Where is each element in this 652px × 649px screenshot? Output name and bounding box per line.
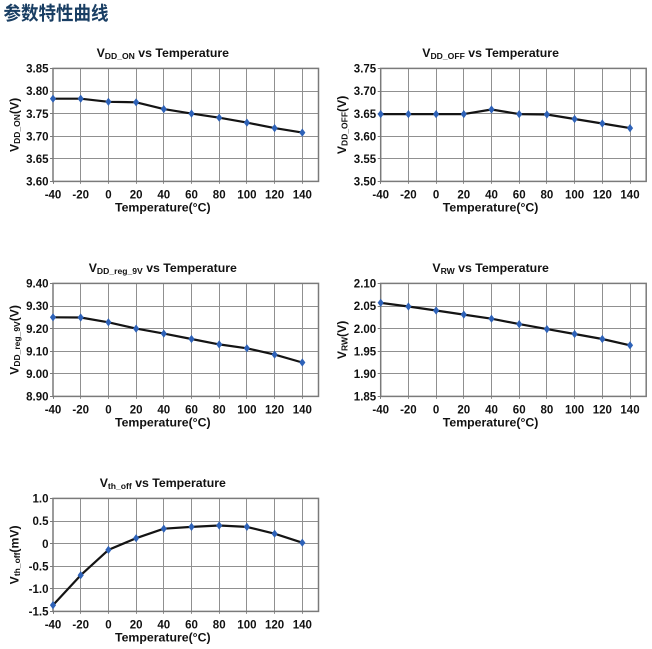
- svg-text:100: 100: [565, 190, 584, 202]
- svg-text:-40: -40: [372, 190, 389, 202]
- svg-text:0.5: 0.5: [33, 516, 50, 528]
- svg-text:-20: -20: [400, 405, 417, 417]
- svg-text:-0.5: -0.5: [29, 561, 49, 573]
- svg-text:-40: -40: [372, 405, 389, 417]
- svg-text:9.40: 9.40: [26, 279, 48, 291]
- svg-text:1.0: 1.0: [33, 494, 49, 506]
- svg-text:Temperature(°C): Temperature(°C): [443, 200, 539, 214]
- svg-text:-1.5: -1.5: [29, 607, 49, 619]
- svg-text:-20: -20: [72, 405, 89, 417]
- svg-text:100: 100: [237, 620, 256, 632]
- svg-text:3.65: 3.65: [354, 109, 377, 121]
- svg-text:80: 80: [213, 405, 226, 417]
- svg-text:40: 40: [485, 190, 498, 202]
- svg-text:0: 0: [42, 539, 48, 551]
- svg-text:Temperature(°C): Temperature(°C): [443, 415, 539, 429]
- svg-text:Vth_off(mV): Vth_off(mV): [8, 525, 23, 584]
- svg-text:140: 140: [293, 620, 312, 632]
- svg-text:VRW vs Temperature: VRW vs Temperature: [432, 261, 549, 276]
- svg-text:80: 80: [213, 620, 226, 632]
- svg-text:80: 80: [541, 405, 554, 417]
- svg-text:40: 40: [157, 190, 170, 202]
- svg-text:VDD_ON(V): VDD_ON(V): [8, 98, 23, 152]
- svg-text:100: 100: [237, 405, 256, 417]
- svg-text:9.20: 9.20: [26, 324, 48, 336]
- svg-text:1.85: 1.85: [354, 392, 377, 404]
- svg-text:0: 0: [433, 405, 439, 417]
- svg-text:100: 100: [565, 405, 584, 417]
- svg-text:9.00: 9.00: [26, 369, 48, 381]
- svg-text:0: 0: [433, 190, 439, 202]
- svg-text:140: 140: [620, 190, 639, 202]
- svg-text:2.05: 2.05: [354, 301, 377, 313]
- svg-text:3.60: 3.60: [26, 177, 48, 189]
- svg-text:3.80: 3.80: [26, 86, 48, 98]
- svg-text:20: 20: [130, 405, 143, 417]
- svg-text:120: 120: [265, 620, 284, 632]
- svg-text:100: 100: [237, 190, 256, 202]
- svg-text:9.10: 9.10: [26, 346, 48, 358]
- svg-text:-40: -40: [45, 405, 62, 417]
- svg-text:120: 120: [593, 405, 612, 417]
- svg-text:3.75: 3.75: [354, 64, 377, 76]
- svg-text:VDD_reg_9V vs Temperature: VDD_reg_9V vs Temperature: [89, 261, 237, 276]
- svg-text:Temperature(°C): Temperature(°C): [115, 630, 211, 644]
- svg-text:0: 0: [105, 620, 111, 632]
- svg-text:60: 60: [185, 405, 198, 417]
- svg-text:120: 120: [265, 190, 284, 202]
- svg-text:80: 80: [541, 190, 554, 202]
- svg-text:VDD_ON vs Temperature: VDD_ON vs Temperature: [97, 46, 230, 61]
- svg-text:VDD_reg_9V(V): VDD_reg_9V(V): [8, 305, 23, 375]
- svg-text:-20: -20: [72, 190, 89, 202]
- svg-text:-40: -40: [45, 190, 62, 202]
- svg-text:3.60: 3.60: [354, 131, 376, 143]
- svg-text:-20: -20: [72, 620, 89, 632]
- svg-text:80: 80: [213, 190, 226, 202]
- svg-text:60: 60: [513, 190, 526, 202]
- svg-text:140: 140: [293, 405, 312, 417]
- svg-text:8.90: 8.90: [26, 392, 48, 404]
- svg-text:Temperature(°C): Temperature(°C): [115, 200, 211, 214]
- svg-text:1.95: 1.95: [354, 346, 377, 358]
- svg-text:120: 120: [593, 190, 612, 202]
- svg-text:3.55: 3.55: [354, 154, 377, 166]
- svg-text:40: 40: [157, 620, 170, 632]
- svg-text:60: 60: [513, 405, 526, 417]
- svg-text:20: 20: [457, 405, 470, 417]
- svg-text:20: 20: [130, 620, 143, 632]
- svg-text:3.70: 3.70: [354, 86, 376, 98]
- svg-text:60: 60: [185, 620, 198, 632]
- svg-text:1.90: 1.90: [354, 369, 376, 381]
- svg-text:0: 0: [105, 190, 111, 202]
- svg-text:-1.0: -1.0: [29, 584, 49, 596]
- svg-text:Temperature(°C): Temperature(°C): [115, 415, 211, 429]
- svg-text:VDD_OFF(V): VDD_OFF(V): [335, 96, 350, 154]
- svg-text:2.00: 2.00: [354, 324, 376, 336]
- svg-text:3.85: 3.85: [26, 64, 49, 76]
- svg-text:3.75: 3.75: [26, 109, 49, 121]
- svg-text:3.65: 3.65: [26, 154, 49, 166]
- svg-text:60: 60: [185, 190, 198, 202]
- svg-text:-20: -20: [400, 190, 417, 202]
- svg-text:Vth_off vs Temperature: Vth_off vs Temperature: [100, 476, 226, 491]
- svg-text:40: 40: [157, 405, 170, 417]
- svg-text:20: 20: [457, 190, 470, 202]
- svg-text:2.10: 2.10: [354, 279, 376, 291]
- svg-text:-40: -40: [45, 620, 62, 632]
- svg-text:40: 40: [485, 405, 498, 417]
- svg-text:0: 0: [105, 405, 111, 417]
- svg-text:9.30: 9.30: [26, 301, 48, 313]
- svg-text:140: 140: [620, 405, 639, 417]
- svg-text:3.50: 3.50: [354, 177, 376, 189]
- svg-text:VDD_OFF vs Temperature: VDD_OFF vs Temperature: [422, 46, 559, 61]
- svg-text:120: 120: [265, 405, 284, 417]
- svg-text:140: 140: [293, 190, 312, 202]
- svg-text:VRW(V): VRW(V): [335, 321, 350, 359]
- svg-text:3.70: 3.70: [26, 131, 48, 143]
- svg-text:20: 20: [130, 190, 143, 202]
